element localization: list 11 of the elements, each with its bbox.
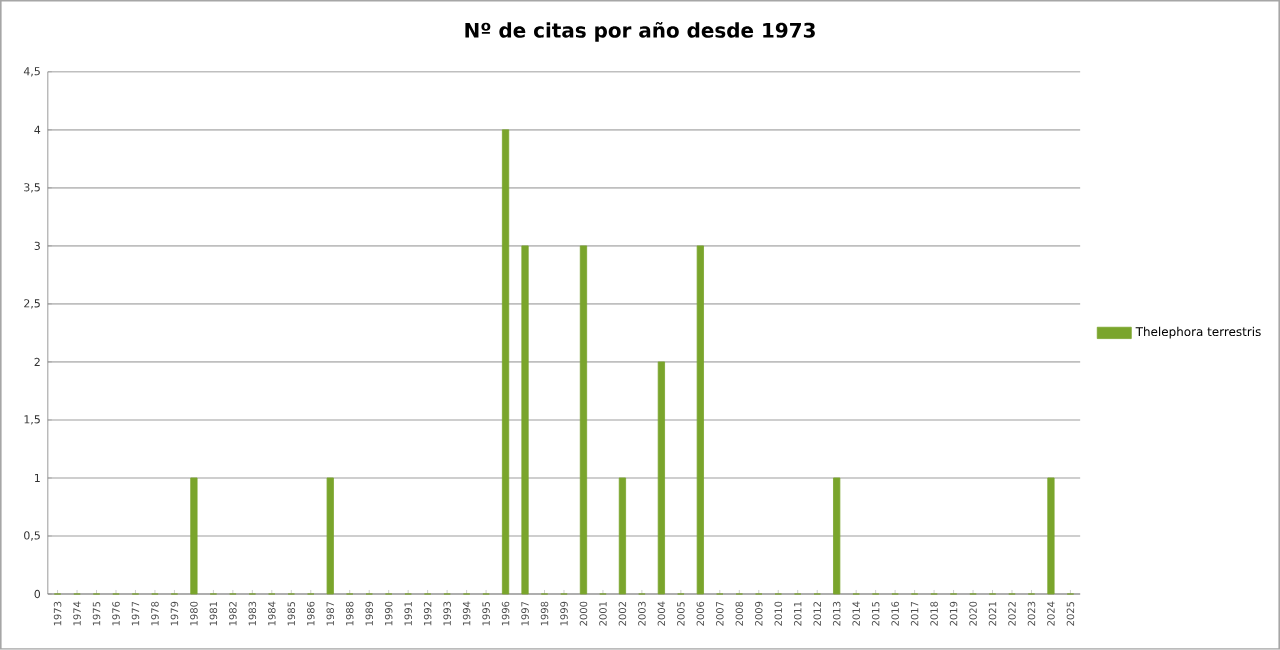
bar <box>1047 477 1055 595</box>
bar <box>696 245 704 595</box>
bar <box>190 477 198 595</box>
bar <box>657 361 665 595</box>
bar <box>501 129 510 595</box>
chart-title: Nº de citas por año desde 1973 <box>465 22 815 42</box>
bar <box>833 477 841 595</box>
bar <box>521 245 529 595</box>
bar <box>326 477 334 595</box>
bar <box>579 245 588 595</box>
bar <box>618 477 627 595</box>
